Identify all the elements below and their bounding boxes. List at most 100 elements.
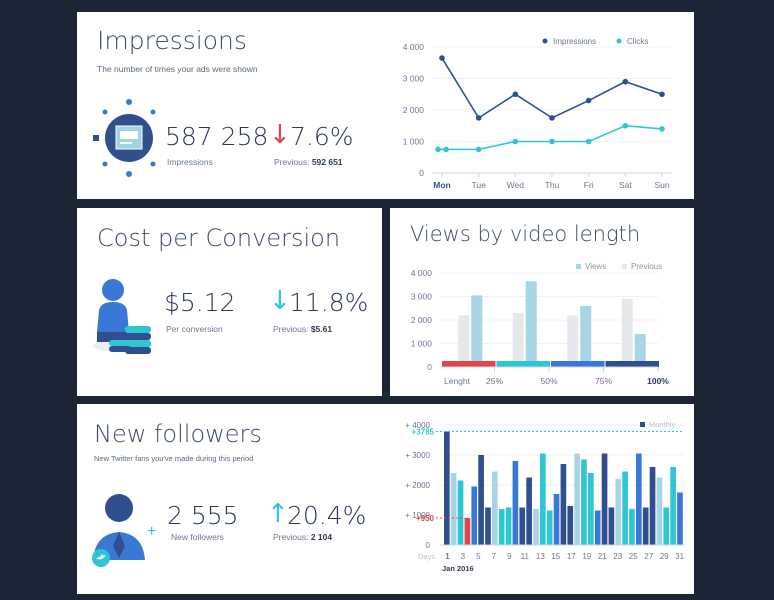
length-segment bbox=[551, 361, 605, 367]
x-tick-label: 11 bbox=[521, 552, 530, 561]
month-label: Jan 2016 bbox=[442, 564, 474, 573]
impressions-value: 587 258 bbox=[165, 122, 269, 151]
bar-day bbox=[492, 471, 498, 545]
legend-label: Views bbox=[585, 262, 606, 271]
x-tick-label: Wed bbox=[507, 180, 525, 190]
data-point bbox=[439, 55, 445, 61]
followers-subtitle: New Twitter fans you've made during this… bbox=[94, 454, 254, 463]
arrow-up-icon: ↑ bbox=[267, 499, 289, 529]
min-label: +950 bbox=[416, 514, 435, 523]
bar-previous bbox=[567, 315, 579, 367]
x-axis-label: Lenght bbox=[444, 376, 471, 386]
x-tick-label: 7 bbox=[492, 552, 497, 561]
y-tick-label: 0 bbox=[427, 362, 432, 372]
data-point bbox=[585, 97, 592, 104]
x-tick-label: 50% bbox=[540, 376, 557, 386]
x-tick-label: 1 bbox=[445, 552, 450, 561]
x-tick-label: Sun bbox=[654, 180, 669, 190]
series-line-impressions bbox=[441, 57, 663, 119]
x-tick-label: 100% bbox=[647, 376, 669, 386]
bar-day bbox=[444, 431, 450, 545]
bar-day bbox=[581, 459, 587, 545]
legend-marker bbox=[640, 422, 645, 427]
series-line-clicks bbox=[438, 124, 663, 151]
impressions-value-label: Impressions bbox=[167, 157, 213, 167]
bar-day bbox=[629, 509, 635, 545]
data-point bbox=[475, 115, 482, 121]
length-segment bbox=[496, 361, 550, 367]
data-point bbox=[512, 91, 519, 98]
impressions-line-chart: 0 1 000 2 000 3 000 4 000 Mon Tue Wed Thu Fri Sat S… bbox=[403, 37, 672, 190]
bar-day bbox=[505, 507, 512, 545]
max-label: +3785 bbox=[412, 427, 435, 436]
bar-day bbox=[485, 507, 491, 545]
x-tick-label: 3 bbox=[461, 552, 466, 561]
impressions-change: 7.6% bbox=[290, 122, 354, 151]
views-bar-chart: 0 1 000 2 000 3 000 4 000 25% 50% 75% 100% Lenght… bbox=[411, 262, 670, 386]
data-point bbox=[659, 91, 665, 98]
followers-previous: Previous: 2 104 bbox=[273, 532, 333, 542]
followers-card: New followers New Twitter fans you've ma… bbox=[77, 404, 694, 594]
y-tick-label: + 2000 bbox=[405, 481, 430, 490]
data-point bbox=[549, 138, 555, 145]
followers-value: 2 555 bbox=[167, 501, 239, 530]
bar-day bbox=[519, 507, 526, 545]
data-point bbox=[512, 138, 519, 145]
bar-day bbox=[622, 471, 628, 545]
cost-card: Cost per Conversion $5.12 Per conversion… bbox=[77, 208, 382, 396]
x-tick-label: 31 bbox=[675, 552, 684, 561]
length-segment bbox=[442, 361, 496, 367]
x-axis-label: Days bbox=[418, 552, 435, 561]
y-tick-label: 0 bbox=[419, 168, 424, 178]
bar-day bbox=[642, 507, 649, 545]
bar-day bbox=[636, 453, 642, 545]
bar-day bbox=[663, 507, 670, 545]
y-tick-label: 3 000 bbox=[411, 292, 433, 302]
bar-day bbox=[526, 477, 532, 545]
data-point bbox=[549, 115, 555, 121]
bar-day bbox=[588, 473, 594, 545]
y-tick-label: 3 000 bbox=[403, 74, 425, 84]
y-tick-label: 0 bbox=[426, 541, 431, 550]
legend-marker bbox=[622, 264, 627, 269]
y-tick-label: 1 000 bbox=[411, 339, 433, 349]
followers-value-label: New followers bbox=[171, 532, 224, 542]
data-point bbox=[475, 146, 482, 153]
bar-day bbox=[594, 510, 601, 545]
x-tick-label: 29 bbox=[660, 552, 669, 561]
x-tick-label: Sat bbox=[619, 180, 632, 190]
bar-views bbox=[634, 334, 646, 367]
bar-day bbox=[533, 509, 539, 545]
bar-day bbox=[450, 473, 457, 545]
svg-text:+: + bbox=[147, 523, 156, 540]
data-point bbox=[622, 78, 629, 85]
bar-day bbox=[546, 510, 553, 545]
x-tick-label: 21 bbox=[598, 552, 607, 561]
views-card: Views by video length 0 1 000 2 000 3 000 4 … bbox=[390, 208, 694, 396]
impressions-previous: Previous: 592 651 bbox=[274, 157, 343, 167]
x-tick-label: 19 bbox=[582, 552, 591, 561]
x-tick-label: 13 bbox=[536, 552, 545, 561]
bar-day bbox=[608, 507, 615, 545]
followers-title: New followers bbox=[94, 420, 262, 448]
bar-day bbox=[471, 486, 478, 545]
data-point bbox=[443, 146, 449, 153]
followers-change: 20.4% bbox=[287, 501, 367, 530]
x-tick-label: 27 bbox=[644, 552, 653, 561]
data-point bbox=[659, 126, 665, 132]
bar-day bbox=[540, 453, 546, 545]
bar-day bbox=[560, 464, 567, 545]
bar-previous bbox=[458, 315, 470, 367]
twitter-user-icon: + bbox=[92, 494, 156, 567]
legend-marker bbox=[542, 38, 548, 44]
bar-day bbox=[615, 479, 622, 545]
y-tick-label: + 1000 bbox=[405, 511, 430, 520]
bar-day bbox=[498, 509, 505, 545]
y-tick-label: + 4000 bbox=[405, 421, 430, 430]
legend-marker bbox=[616, 38, 622, 44]
x-tick-label: Tue bbox=[471, 180, 486, 190]
bar-views bbox=[471, 295, 483, 367]
data-point bbox=[622, 122, 629, 129]
bar-previous bbox=[621, 298, 633, 367]
